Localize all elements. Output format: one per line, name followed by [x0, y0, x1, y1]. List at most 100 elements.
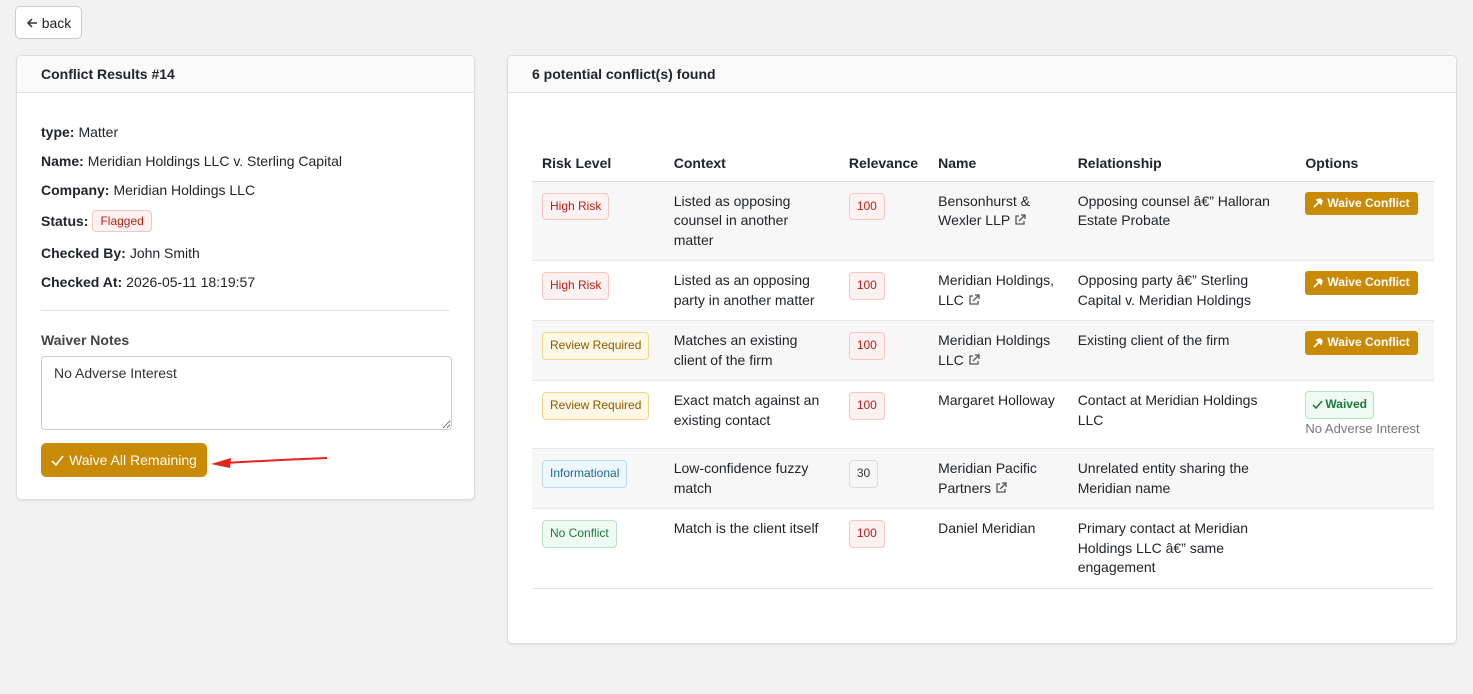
external-link[interactable]: [968, 293, 980, 306]
hammer-icon: [1313, 277, 1324, 288]
context: Matches an existing client of the firm: [663, 320, 839, 381]
waive-all-label: Waive All Remaining: [69, 452, 197, 468]
field-value: John Smith: [129, 244, 200, 261]
waiver-note: No Adverse Interest: [1305, 420, 1420, 436]
check-icon: [51, 455, 64, 466]
external-link[interactable]: [1014, 214, 1026, 226]
field: Checked By: John Smith: [41, 238, 450, 267]
name: Bensonhurst & Wexler LLP: [938, 192, 1030, 229]
field-label: Company:: [41, 181, 110, 198]
relevance-badge: 100: [848, 392, 885, 420]
arrow-icon: [26, 17, 37, 28]
name: Margaret Holloway: [928, 380, 1068, 449]
waive-conflict-button[interactable]: Waive Conflict: [1305, 271, 1418, 295]
row: Review Required Matches an existing clie…: [532, 320, 1434, 381]
name: Meridian Holdings LLC: [938, 332, 1051, 368]
back-button[interactable]: back: [15, 6, 82, 39]
risk-badge: High Risk: [542, 272, 610, 300]
row: No Conflict Match is the client itself 1…: [532, 508, 1434, 589]
name: Meridian Pacific Partners: [938, 460, 1037, 496]
header: Risk Level: [532, 146, 664, 182]
field-label: Checked By:: [41, 244, 126, 261]
hammer-icon: [1313, 198, 1324, 208]
name-cell: Meridian Holdings, LLC: [928, 260, 1068, 321]
relationship: Existing client of the firm: [1067, 320, 1296, 381]
waived-badge: Waived: [1305, 391, 1374, 419]
fields: type: Matter Name: Meridian Holdings LLC v…: [17, 93, 474, 296]
hammer-icon: [1313, 337, 1324, 348]
field: Status: Flagged: [41, 204, 450, 238]
relevance-badge: 100: [848, 520, 885, 548]
name-cell: Bensonhurst & Wexler LLP: [928, 181, 1068, 261]
field: Company: Meridian Holdings LLC: [41, 175, 450, 204]
relevance-badge: 100: [848, 332, 885, 360]
row: Informational Low-confidence fuzzy match…: [532, 448, 1434, 509]
relationship: Unrelated entity sharing the Meridian na…: [1067, 448, 1296, 509]
header: Name: [928, 146, 1068, 182]
row: High Risk Listed as an opposing party in…: [532, 260, 1434, 321]
relevance-badge: 30: [848, 460, 879, 488]
waive-conflict-label: Waive Conflict: [1327, 195, 1410, 210]
details-card: Conflict Results #14 type: Matter Name: Me…: [16, 55, 475, 500]
field-label: Checked At:: [41, 273, 123, 290]
field-value: Meridian Holdings LLC v. Sterling Capita…: [87, 152, 342, 169]
waive-conflict-button[interactable]: Waive Conflict: [1305, 331, 1418, 355]
check-icon: [1312, 400, 1323, 409]
field-label: Status:: [41, 213, 89, 229]
rows: High Risk Listed as opposing counsel in …: [532, 181, 1434, 589]
field-value: Meridian Holdings LLC: [113, 181, 256, 198]
field: type: Matter: [41, 117, 450, 146]
header-row: Risk Level Context Relevance Name Relati…: [532, 146, 1434, 182]
field: Checked At: 2026-05-11 18:19:57: [41, 267, 450, 296]
context: Low-confidence fuzzy match: [663, 448, 839, 509]
status-badge: Flagged: [92, 210, 152, 232]
waive-conflict-label: Waive Conflict: [1327, 275, 1410, 289]
results-title: 6 potential conflict(s) found: [508, 56, 1456, 93]
risk-badge: No Conflict: [542, 520, 617, 548]
external-link[interactable]: [968, 353, 980, 366]
row: Review Required Exact match against an e…: [532, 380, 1434, 449]
name: Daniel Meridian: [928, 508, 1068, 589]
field-value: 2026-05-11 18:19:57: [126, 273, 256, 290]
context: Listed as an opposing party in another m…: [663, 260, 839, 321]
waive-conflict-button[interactable]: Waive Conflict: [1305, 191, 1418, 215]
relevance-badge: 100: [848, 192, 885, 220]
details-title: Conflict Results #14: [17, 56, 474, 93]
context: Match is the client itself: [663, 508, 839, 589]
field-label: Name:: [41, 152, 84, 169]
relationship: Contact at Meridian Holdings LLC: [1067, 380, 1296, 449]
row: High Risk Listed as opposing counsel in …: [532, 181, 1434, 261]
waiver-notes-label: Waiver Notes: [41, 332, 130, 348]
context: Listed as opposing counsel in another ma…: [663, 181, 839, 261]
name-cell: Meridian Holdings LLC: [928, 320, 1068, 381]
waive-all-button[interactable]: Waive All Remaining: [41, 443, 207, 477]
header: Relevance: [838, 146, 929, 182]
relationship: Opposing counsel â€” Halloran Estate Pro…: [1067, 181, 1296, 261]
risk-badge: Review Required: [542, 392, 650, 420]
results-card: 6 potential conflict(s) found Risk Level…: [507, 55, 1457, 644]
header: Context: [663, 146, 839, 182]
waive-conflict-label: Waive Conflict: [1327, 335, 1410, 349]
risk-badge: High Risk: [542, 192, 610, 220]
external-link[interactable]: [995, 481, 1007, 494]
annotation-arrow: [211, 457, 328, 468]
results-table: Risk Level Context Relevance Name Relati…: [532, 146, 1434, 589]
divider: [41, 310, 450, 311]
header: Options: [1295, 146, 1434, 182]
context: Exact match against an existing contact: [663, 380, 839, 449]
waived-label: Waived: [1325, 397, 1367, 411]
header: Relationship: [1067, 146, 1296, 182]
name: Meridian Holdings, LLC: [938, 272, 1055, 308]
field-label: type:: [41, 123, 75, 140]
relationship: Primary contact at Meridian Holdings LLC…: [1067, 508, 1296, 589]
relevance-badge: 100: [848, 272, 885, 300]
name-cell: Meridian Pacific Partners: [928, 448, 1068, 509]
risk-badge: Review Required: [542, 332, 650, 360]
waiver-notes-input[interactable]: [41, 356, 452, 430]
relationship: Opposing party â€” Sterling Capital v. M…: [1067, 260, 1296, 321]
back-label: back: [41, 14, 72, 31]
risk-badge: Informational: [542, 460, 628, 488]
field: Name: Meridian Holdings LLC v. Sterling C…: [41, 146, 450, 175]
